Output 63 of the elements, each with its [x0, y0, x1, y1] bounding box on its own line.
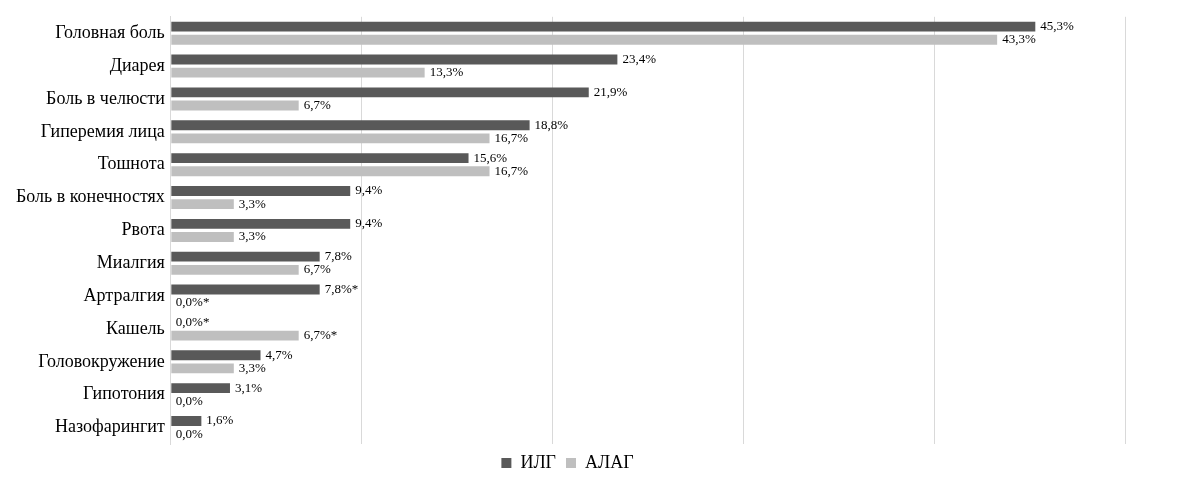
data-label: 1,6% — [206, 412, 234, 428]
bar — [171, 100, 299, 111]
y-tick-label: Диарея — [109, 54, 165, 75]
data-label: 45,3% — [1040, 18, 1075, 34]
bar — [171, 199, 234, 210]
bar — [171, 34, 998, 45]
y-tick-label: Гипотония — [82, 383, 165, 404]
legend-label: АЛАГ — [585, 451, 634, 472]
bar — [171, 21, 1036, 32]
bar — [171, 87, 589, 98]
bar — [171, 120, 530, 131]
bar — [171, 416, 202, 426]
bar — [171, 284, 320, 295]
bar — [171, 54, 618, 65]
data-label: 6,7% — [303, 96, 331, 112]
bar — [171, 166, 490, 177]
y-tick-label: Гиперемия лица — [40, 120, 165, 141]
data-label: 7,8%* — [324, 280, 359, 296]
bar — [171, 350, 261, 361]
data-label: 3,3% — [238, 228, 267, 244]
y-tick-label: Боль в конечностях — [16, 186, 165, 207]
data-label: 18,8% — [534, 116, 569, 132]
data-label: 3,1% — [234, 379, 263, 395]
data-label: 3,3% — [238, 195, 267, 211]
data-label: 23,4% — [622, 50, 657, 66]
data-label: 4,7% — [265, 346, 293, 362]
legend-label: ИЛГ — [520, 451, 557, 472]
data-label: 16,7% — [494, 162, 529, 178]
data-label: 0,0%* — [175, 313, 210, 329]
data-label: 16,7% — [494, 129, 529, 145]
y-tick-label: Рвота — [121, 219, 165, 240]
y-tick-label: Боль в челюсти — [46, 87, 166, 108]
data-label: 13,3% — [429, 64, 464, 80]
bar — [171, 186, 351, 196]
y-tick-label: Миалгия — [96, 252, 165, 272]
bar — [171, 363, 234, 374]
y-tick-label: Артралгия — [83, 284, 165, 305]
data-label: 21,9% — [593, 83, 628, 99]
bar — [171, 264, 299, 275]
bar — [171, 67, 425, 78]
data-label: 0,0% — [175, 392, 204, 408]
bar — [171, 218, 351, 229]
y-tick-label: Кашель — [106, 317, 165, 338]
y-tick-label: Назофарингит — [55, 416, 165, 437]
y-tick-label: Головокружение — [38, 350, 165, 371]
bar — [171, 133, 490, 144]
data-label: 7,8% — [324, 248, 352, 264]
data-label: 6,7%* — [303, 326, 338, 342]
bar — [171, 251, 320, 262]
data-label: 9,4% — [355, 215, 383, 231]
y-tick-label: Тошнота — [97, 153, 165, 174]
data-label: 6,7% — [303, 261, 331, 277]
bar — [171, 232, 234, 242]
data-label: 3,3% — [238, 359, 267, 375]
data-label: 15,6% — [473, 149, 508, 165]
data-label: 43,3% — [1002, 31, 1036, 47]
bar — [171, 330, 299, 341]
y-tick-label: Головная боль — [55, 21, 165, 42]
data-label: 9,4% — [355, 182, 383, 198]
bar — [171, 383, 230, 394]
bar — [171, 153, 469, 164]
data-label: 0,0%* — [175, 294, 210, 310]
data-label: 0,0% — [175, 425, 204, 441]
